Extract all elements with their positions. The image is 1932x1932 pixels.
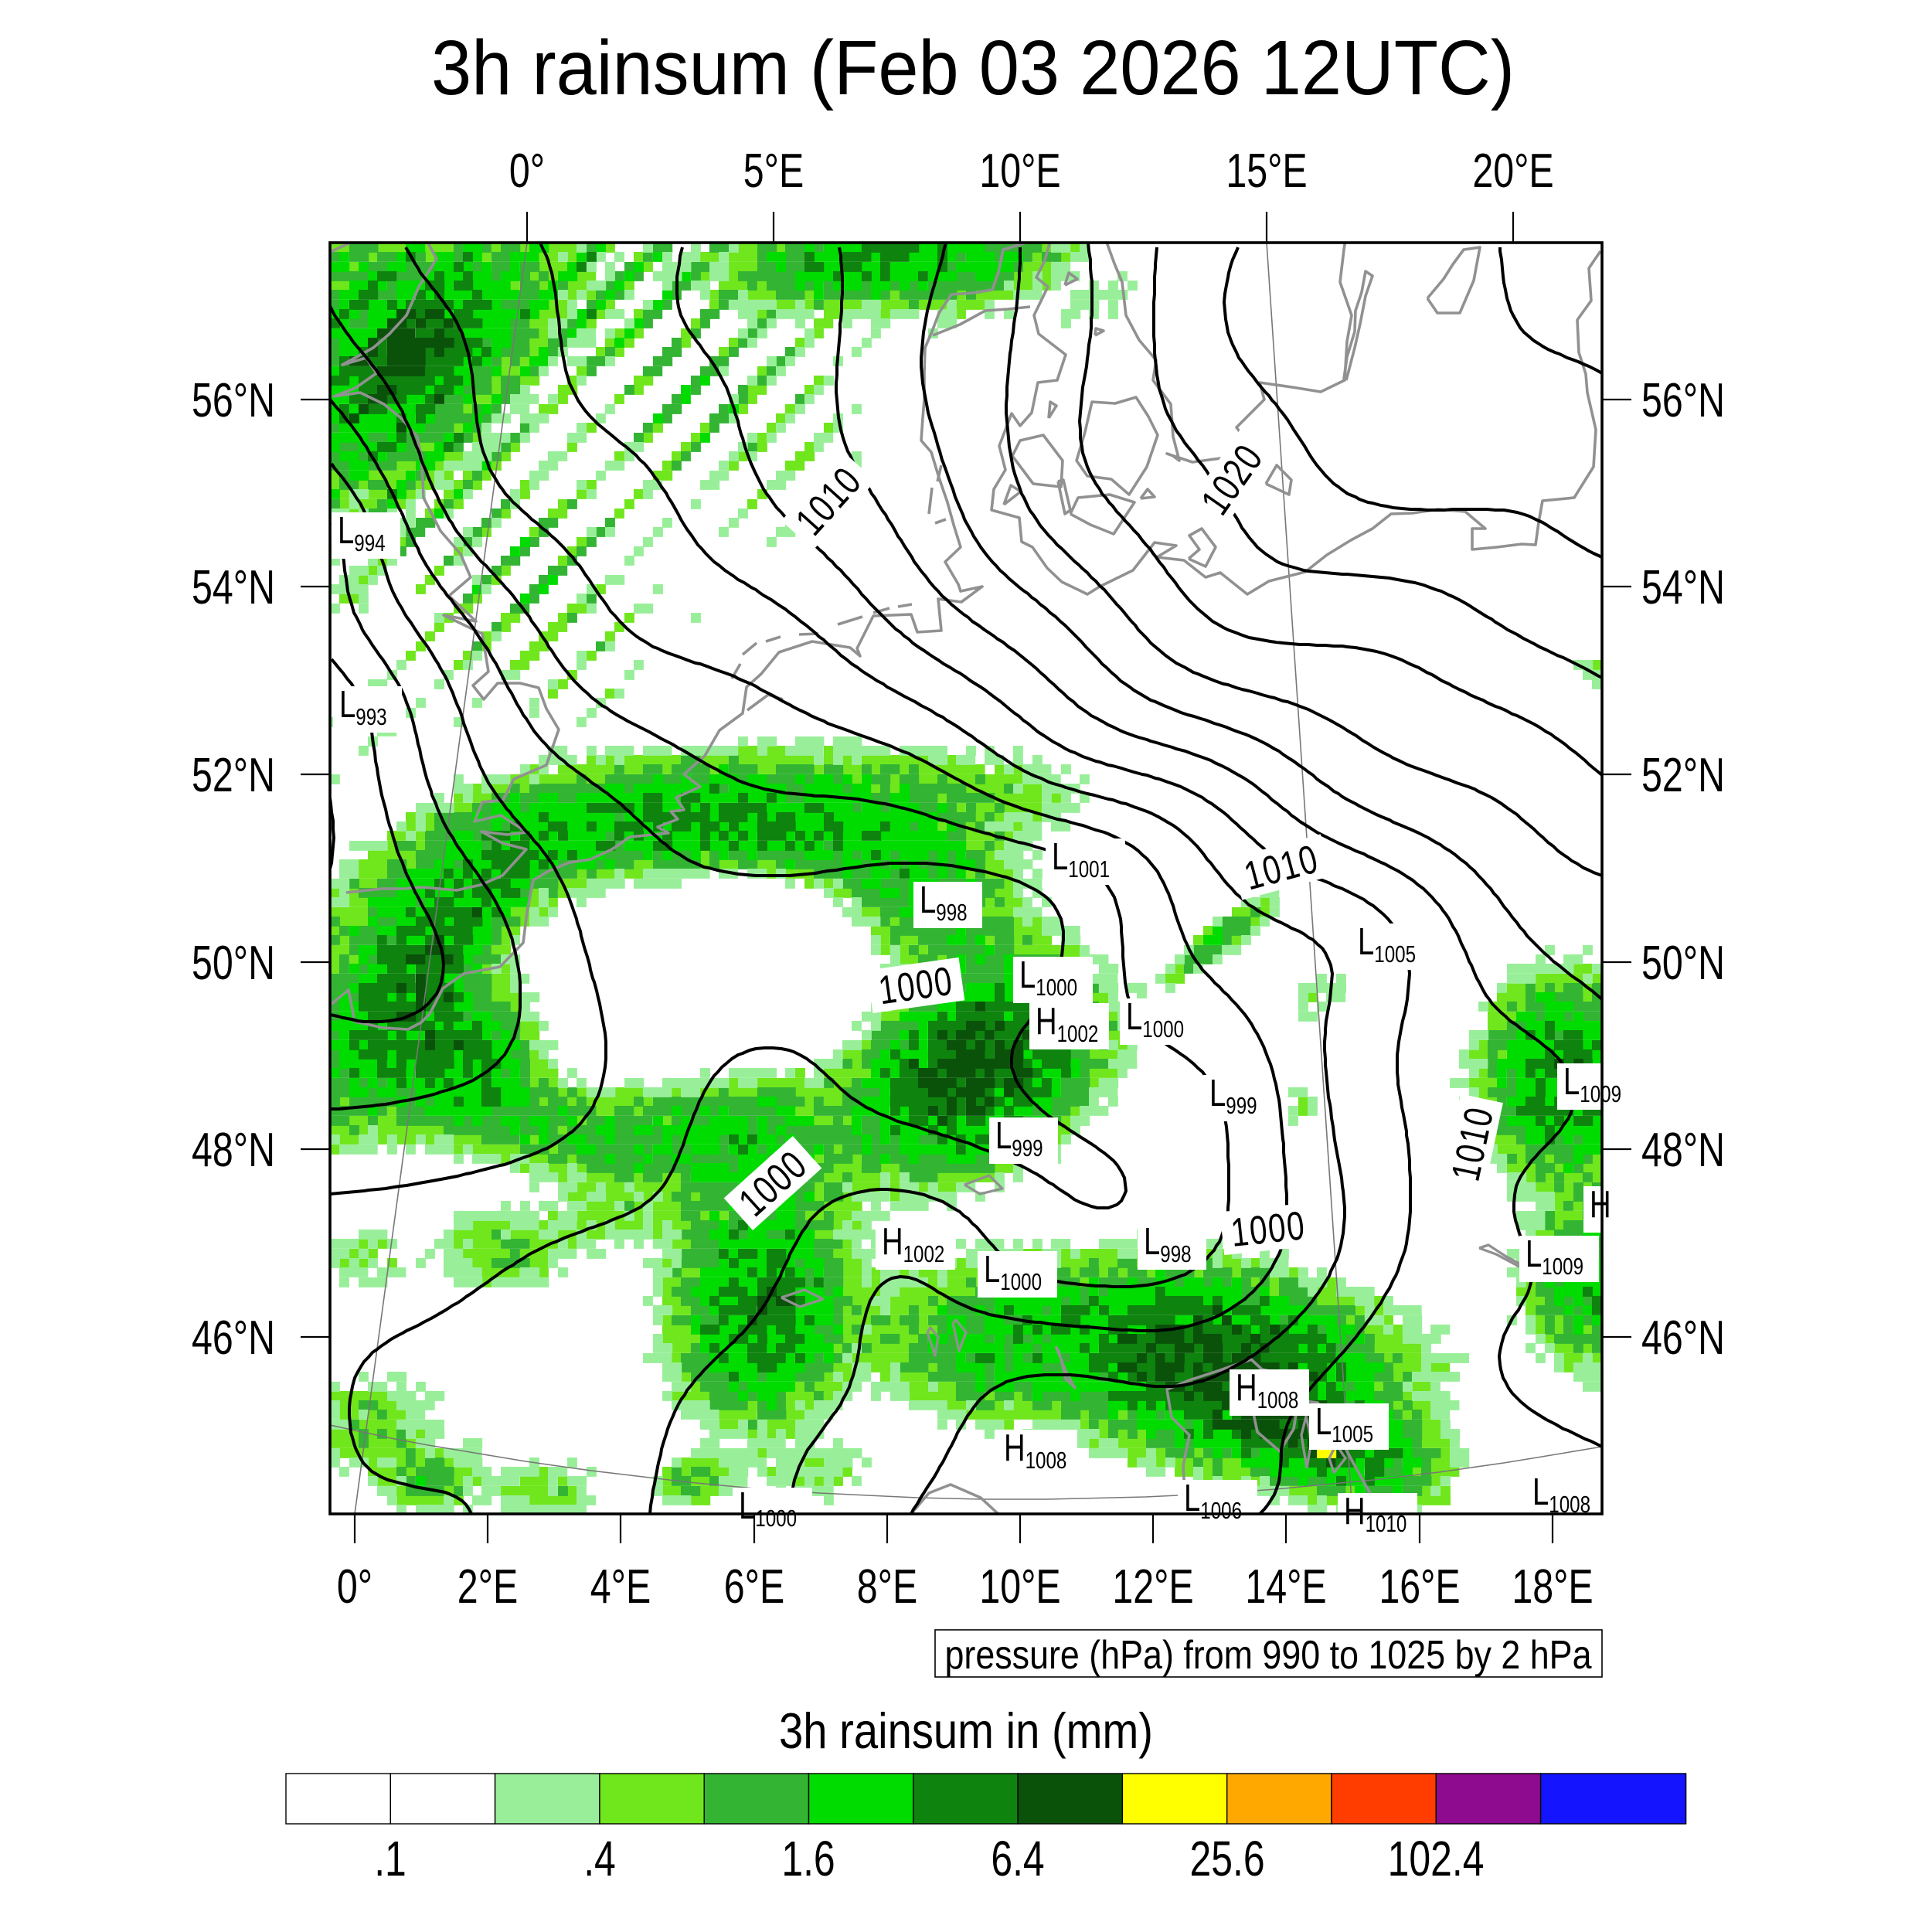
svg-text:1000: 1000 [1229,1202,1308,1255]
svg-text:46°N: 46°N [192,1311,275,1364]
svg-text:5°E: 5°E [743,144,804,197]
svg-text:1000: 1000 [876,958,956,1013]
svg-text:102.4: 102.4 [1388,1832,1485,1886]
svg-text:54°N: 54°N [1641,560,1725,614]
svg-text:3h rainsum in (mm): 3h rainsum in (mm) [779,1702,1153,1759]
svg-text:10°E: 10°E [979,144,1060,197]
svg-text:L994: L994 [338,510,386,556]
svg-text:56°N: 56°N [192,373,275,427]
svg-text:1.6: 1.6 [781,1832,835,1886]
svg-text:12°E: 12°E [1112,1560,1193,1613]
svg-text:6.4: 6.4 [991,1832,1044,1886]
svg-text:10°E: 10°E [979,1560,1060,1613]
svg-text:52°N: 52°N [192,748,275,801]
svg-text:20°E: 20°E [1472,144,1553,197]
svg-text:3h rainsum (Feb 03 2026 12UTC): 3h rainsum (Feb 03 2026 12UTC) [431,25,1515,111]
svg-text:0°: 0° [337,1560,372,1613]
svg-text:16°E: 16°E [1379,1560,1460,1613]
svg-text:14°E: 14°E [1245,1560,1326,1613]
svg-text:50°N: 50°N [1641,936,1725,989]
svg-text:52°N: 52°N [1641,748,1725,801]
svg-text:54°N: 54°N [192,560,275,614]
svg-text:.4: .4 [583,1832,616,1886]
svg-text:8°E: 8°E [857,1560,917,1613]
svg-text:pressure (hPa) from 990 to 102: pressure (hPa) from 990 to 1025 by 2 hPa [945,1633,1592,1678]
svg-text:25.6: 25.6 [1189,1832,1264,1886]
svg-text:15°E: 15°E [1226,144,1307,197]
svg-text:H: H [1590,1184,1611,1226]
svg-text:56°N: 56°N [1641,373,1725,427]
svg-text:48°N: 48°N [1641,1123,1725,1176]
svg-text:4°E: 4°E [590,1560,651,1613]
svg-text:48°N: 48°N [192,1123,275,1176]
svg-text:.1: .1 [374,1832,406,1886]
svg-text:18°E: 18°E [1512,1560,1593,1613]
svg-text:0°: 0° [509,144,545,197]
svg-text:46°N: 46°N [1641,1311,1725,1364]
svg-text:50°N: 50°N [192,936,275,989]
svg-text:2°E: 2°E [457,1560,518,1613]
svg-text:6°E: 6°E [724,1560,784,1613]
